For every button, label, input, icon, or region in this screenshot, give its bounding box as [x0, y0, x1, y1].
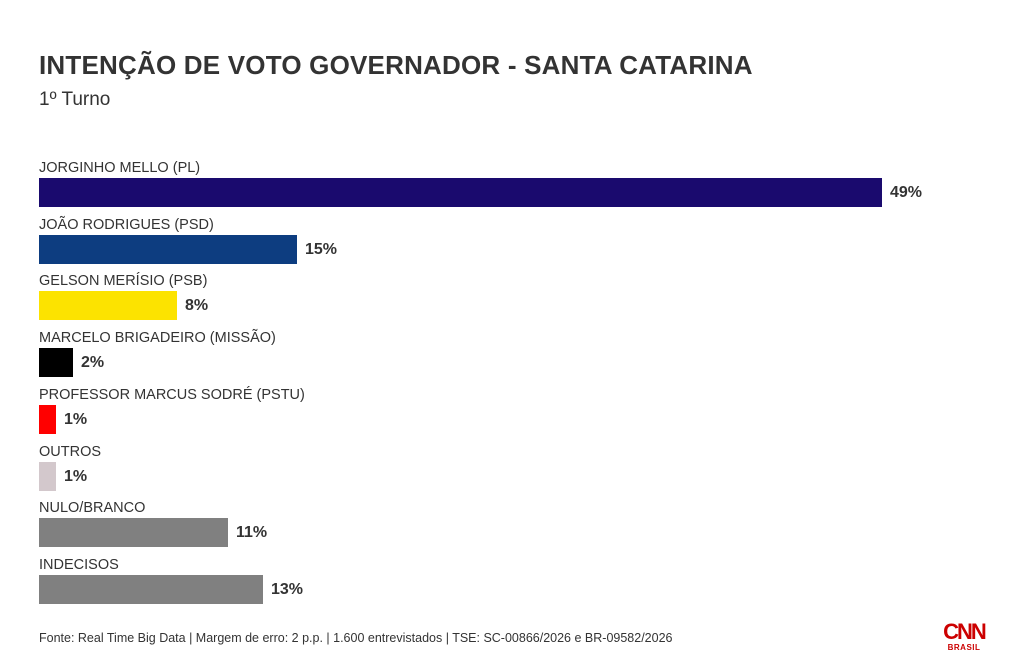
- bar-category-label: JOÃO RODRIGUES (PSD): [39, 216, 214, 233]
- bar: [39, 234, 297, 264]
- logo-brand-text: CNN: [943, 619, 987, 644]
- bar-row: NULO/BRANCO 11%: [39, 498, 999, 554]
- bar-value-label: 11%: [236, 524, 268, 542]
- bar: [39, 178, 882, 207]
- bar-chart: JORGINHO MELLO (PL) 49% JOÃO RODRIGUES (PS…: [39, 158, 999, 608]
- bar-category-label: OUTROS: [39, 443, 102, 460]
- bar: [39, 518, 228, 548]
- bar-row: JOÃO RODRIGUES (PSD) 15%: [39, 215, 999, 271]
- chart-subtitle: 1º Turno: [39, 89, 111, 110]
- bar-category-label: MARCELO BRIGADEIRO (MISSÃO): [39, 330, 276, 347]
- bar-value-label: 1%: [64, 467, 88, 485]
- bar-category-label: JORGINHO MELLO (PL): [39, 160, 201, 176]
- bar-row: PROFESSOR MARCUS SODRÉ (PSTU) 1%: [39, 385, 999, 441]
- bar-row: MARCELO BRIGADEIRO (MISSÃO) 2%: [39, 328, 999, 384]
- bar-row: OUTROS 1%: [39, 442, 999, 498]
- bar-category-label: PROFESSOR MARCUS SODRÉ (PSTU): [39, 386, 305, 403]
- logo-sub-text: BRASIL: [947, 643, 981, 652]
- bar-value-label: 8%: [185, 297, 209, 315]
- bar-row: INDECISOS 13%: [39, 555, 999, 611]
- bar: [39, 574, 263, 604]
- bar-value-label: 1%: [64, 410, 88, 428]
- bar-value-label: 2%: [81, 354, 105, 372]
- cnn-brasil-logo: CNN BRASIL: [940, 621, 988, 655]
- bar: [39, 404, 56, 434]
- bar-category-label: INDECISOS: [39, 556, 119, 573]
- bar-category-label: NULO/BRANCO: [39, 500, 146, 517]
- bar-category-label: GELSON MERÍSIO (PSB): [39, 273, 208, 290]
- bar-value-label: 15%: [305, 240, 338, 258]
- bar: [39, 291, 177, 321]
- bar-value-label: 13%: [271, 580, 304, 598]
- bar: [39, 461, 56, 491]
- bar-value-label: 49%: [890, 184, 923, 201]
- bar-row: JORGINHO MELLO (PL) 49%: [39, 158, 999, 214]
- bar: [39, 348, 73, 378]
- source-footnote: Fonte: Real Time Big Data | Margem de er…: [39, 631, 673, 645]
- chart-title: INTENÇÃO DE VOTO GOVERNADOR - SANTA CATA…: [39, 50, 753, 80]
- bar-row: GELSON MERÍSIO (PSB) 8%: [39, 271, 999, 327]
